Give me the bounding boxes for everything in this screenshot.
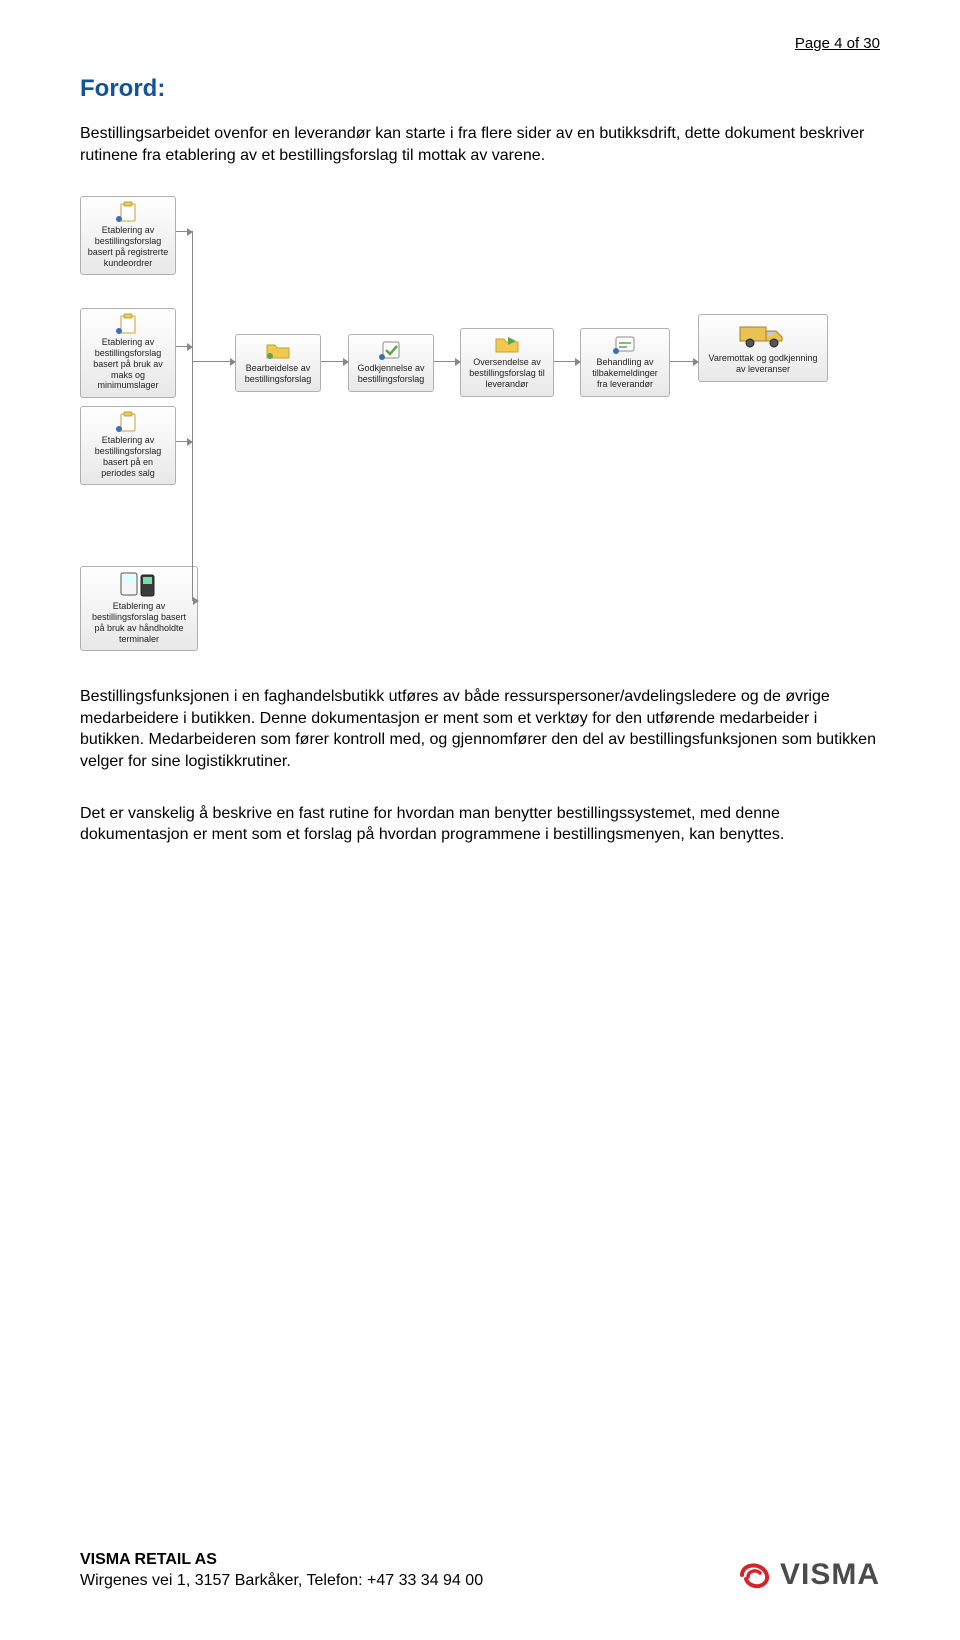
connector xyxy=(192,361,193,601)
connector xyxy=(176,346,192,347)
clipboard-icon xyxy=(115,411,141,433)
node-etablering-periode: Etablering av bestillingsforslag basert … xyxy=(80,406,176,485)
paragraph-2: Bestillingsfunksjonen i en faghandelsbut… xyxy=(80,686,880,772)
footer-company: VISMA RETAIL AS xyxy=(80,1551,217,1568)
connector xyxy=(176,441,192,442)
node-bearbeidelse: Bearbeidelse av bestillingsforslag xyxy=(235,334,321,392)
node-etablering-kundeordrer: Etablering av bestillingsforslag basert … xyxy=(80,196,176,275)
feedback-icon xyxy=(612,333,638,355)
clipboard-icon xyxy=(115,313,141,335)
heading-forord: Forord: xyxy=(80,75,880,103)
process-diagram: Etablering av bestillingsforslag basert … xyxy=(80,196,880,656)
connector xyxy=(192,361,235,362)
node-etablering-maksmin: Etablering av bestillingsforslag basert … xyxy=(80,308,176,398)
connector xyxy=(176,231,192,232)
node-label: Behandling av tilbakemeldinger fra lever… xyxy=(592,357,658,389)
node-etablering-terminaler: Etablering av bestillingsforslag basert … xyxy=(80,566,198,651)
folder-icon xyxy=(265,339,291,361)
check-icon xyxy=(378,339,404,361)
clipboard-icon xyxy=(115,201,141,223)
terminal-icon xyxy=(119,571,159,599)
node-godkjennelse: Godkjennelse av bestillingsforslag xyxy=(348,334,434,392)
truck-icon xyxy=(738,319,788,351)
visma-logo: VISMA xyxy=(738,1558,880,1592)
connector xyxy=(321,361,348,362)
node-label: Etablering av bestillingsforslag basert … xyxy=(95,435,162,477)
node-label: Varemottak og godkjenning av leveranser xyxy=(709,353,818,374)
connector xyxy=(434,361,460,362)
node-label: Etablering av bestillingsforslag basert … xyxy=(88,225,169,267)
connector xyxy=(670,361,698,362)
logo-text: VISMA xyxy=(780,1558,880,1592)
footer-text: VISMA RETAIL AS Wirgenes vei 1, 3157 Bar… xyxy=(80,1549,483,1592)
node-label: Etablering av bestillingsforslag basert … xyxy=(92,601,186,643)
node-label: Oversendelse av bestillingsforslag til l… xyxy=(469,357,545,389)
node-label: Bearbeidelse av bestillingsforslag xyxy=(245,363,312,384)
node-label: Godkjennelse av bestillingsforslag xyxy=(357,363,424,384)
node-varemottak: Varemottak og godkjenning av leveranser xyxy=(698,314,828,382)
node-label: Etablering av bestillingsforslag basert … xyxy=(93,337,163,390)
footer: VISMA RETAIL AS Wirgenes vei 1, 3157 Bar… xyxy=(80,1549,880,1592)
page-number: Page 4 of 30 xyxy=(795,35,880,52)
logo-swirl-icon xyxy=(738,1559,774,1591)
send-icon xyxy=(494,333,520,355)
node-oversendelse: Oversendelse av bestillingsforslag til l… xyxy=(460,328,554,396)
node-behandling: Behandling av tilbakemeldinger fra lever… xyxy=(580,328,670,396)
paragraph-3: Det er vanskelig å beskrive en fast ruti… xyxy=(80,803,880,846)
footer-address: Wirgenes vei 1, 3157 Barkåker, Telefon: … xyxy=(80,1572,483,1589)
connector xyxy=(554,361,580,362)
intro-paragraph: Bestillingsarbeidet ovenfor en leverandø… xyxy=(80,123,880,166)
